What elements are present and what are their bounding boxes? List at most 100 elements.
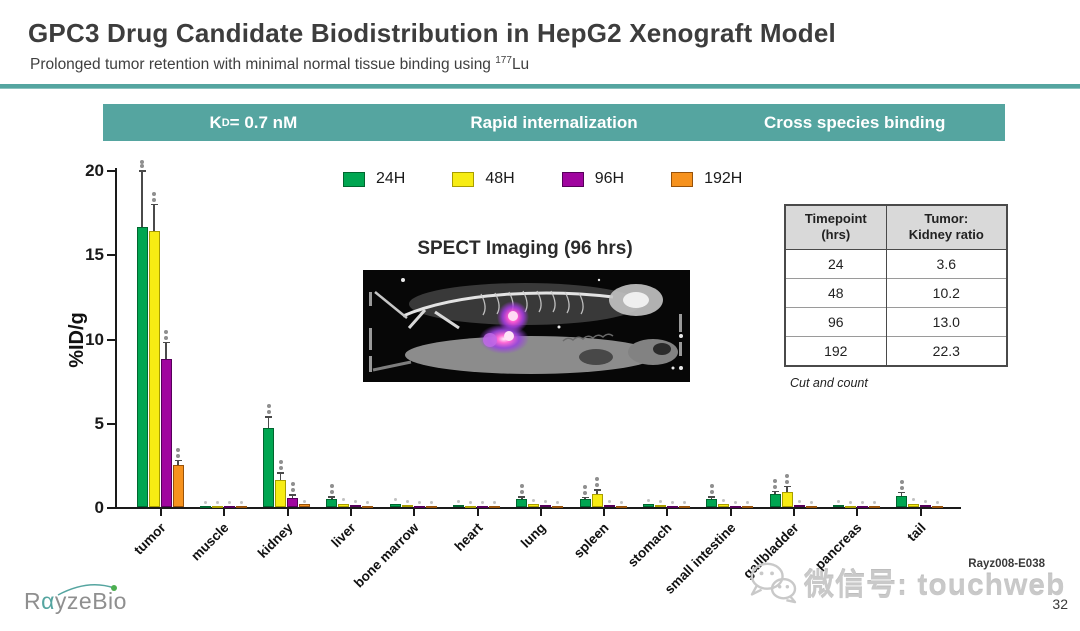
bar-48h bbox=[338, 503, 350, 507]
timepoint-cell: 24 bbox=[784, 248, 887, 278]
error-bar bbox=[596, 489, 598, 494]
table-caption: Cut and count bbox=[790, 375, 868, 390]
error-bar-cap bbox=[150, 203, 158, 206]
bar-96h bbox=[666, 505, 678, 508]
data-point-dot bbox=[176, 447, 180, 452]
bar-48h bbox=[401, 504, 413, 507]
data-point-dot bbox=[912, 497, 916, 501]
x-tick bbox=[793, 509, 795, 516]
error-bar-cap bbox=[581, 496, 589, 499]
error-bar bbox=[279, 472, 282, 481]
data-point-dot bbox=[836, 499, 840, 503]
bar-24h bbox=[769, 494, 781, 507]
bar-96h bbox=[793, 504, 805, 507]
bar-192h bbox=[552, 505, 564, 508]
error-bar bbox=[786, 485, 788, 492]
bar-48h bbox=[844, 505, 856, 508]
isotope-superscript: 177 bbox=[495, 55, 512, 66]
bar-192h bbox=[362, 505, 374, 508]
x-tick bbox=[286, 509, 289, 516]
bar-192h bbox=[932, 505, 944, 508]
data-point-dot bbox=[709, 484, 714, 489]
bar-24h bbox=[706, 498, 718, 507]
y-axis bbox=[115, 168, 117, 509]
chart-legend: 24H 48H 96H 192H bbox=[343, 170, 742, 188]
bar-24h bbox=[326, 499, 338, 507]
data-point-dot bbox=[734, 501, 738, 505]
data-point-dot bbox=[354, 500, 358, 504]
data-point-dot bbox=[595, 483, 600, 488]
data-point-dot bbox=[785, 473, 789, 478]
legend-label: 192H bbox=[704, 170, 743, 187]
wechat-icon bbox=[750, 562, 797, 604]
data-point-dot bbox=[493, 501, 496, 505]
timepoint-cell: 48 bbox=[784, 277, 887, 307]
data-point-dot bbox=[773, 484, 777, 489]
error-bar-cap bbox=[174, 459, 182, 462]
data-point-dot bbox=[140, 164, 144, 168]
data-point-dot bbox=[303, 499, 307, 503]
y-tick bbox=[107, 254, 115, 257]
error-bar bbox=[291, 494, 294, 498]
data-point-dot bbox=[899, 479, 904, 484]
bar-24h bbox=[832, 504, 844, 507]
error-bar bbox=[331, 496, 333, 500]
data-point-dot bbox=[595, 477, 600, 482]
legend-swatch bbox=[561, 171, 584, 187]
y-tick-label: 10 bbox=[85, 329, 104, 349]
subtitle-text: Prolonged tumor retention with minimal n… bbox=[30, 56, 496, 74]
bar-96h bbox=[540, 505, 552, 508]
bar-48h bbox=[148, 230, 160, 507]
data-point-dot bbox=[266, 410, 271, 414]
data-point-dot bbox=[924, 500, 928, 504]
data-point-dot bbox=[152, 197, 156, 202]
data-point-dot bbox=[519, 490, 524, 495]
y-tick bbox=[107, 170, 115, 172]
data-point-dot bbox=[658, 499, 662, 503]
page-number: 32 bbox=[1052, 596, 1068, 612]
error-bar bbox=[141, 170, 143, 228]
bar-96h bbox=[856, 505, 868, 508]
ratio-cell: 3.6 bbox=[885, 248, 1008, 278]
legend-entry: 24H bbox=[343, 170, 405, 188]
y-tick bbox=[107, 338, 115, 341]
data-point-dot bbox=[544, 500, 548, 504]
table-row: 192 22.3 bbox=[784, 335, 1008, 366]
x-tick bbox=[413, 509, 416, 516]
bar-24h bbox=[263, 427, 275, 507]
legend-swatch bbox=[671, 171, 694, 187]
data-point-dot bbox=[619, 501, 623, 505]
bar-48h bbox=[781, 491, 793, 507]
bar-96h bbox=[603, 504, 615, 507]
legend-swatch bbox=[452, 171, 475, 187]
timepoint-cell: 96 bbox=[784, 306, 887, 336]
bar-192h bbox=[425, 505, 437, 508]
data-point-dot bbox=[290, 488, 295, 493]
data-point-dot bbox=[417, 501, 421, 505]
y-tick-label: 20 bbox=[85, 161, 104, 180]
bar-48h bbox=[591, 493, 603, 507]
timepoint-cell: 192 bbox=[784, 335, 887, 366]
legend-swatch bbox=[343, 171, 365, 187]
data-point-dot bbox=[797, 499, 801, 503]
bar-192h bbox=[172, 464, 184, 507]
slide-code: Rayz008-E038 bbox=[968, 558, 1045, 570]
isotope-element: Lu bbox=[511, 56, 530, 74]
table-row: 96 13.0 bbox=[784, 306, 1008, 336]
banner-cross-species: Cross species binding bbox=[763, 112, 946, 132]
x-tick bbox=[539, 509, 542, 516]
bar-48h bbox=[654, 504, 666, 507]
x-tick bbox=[919, 509, 922, 516]
bar-192h bbox=[615, 505, 627, 508]
tumor-kidney-ratio-table: Timepoint (hrs) Tumor: Kidney ratio 24 3.6 4… bbox=[784, 204, 1008, 390]
data-point-dot bbox=[936, 501, 940, 505]
error-bar-cap bbox=[708, 496, 716, 498]
data-point-dot bbox=[722, 499, 726, 503]
data-point-dot bbox=[583, 490, 588, 495]
bar-192h bbox=[299, 504, 311, 507]
x-tick bbox=[666, 509, 669, 516]
error-bar-cap bbox=[783, 485, 791, 488]
table-row: 48 10.2 bbox=[784, 277, 1008, 307]
